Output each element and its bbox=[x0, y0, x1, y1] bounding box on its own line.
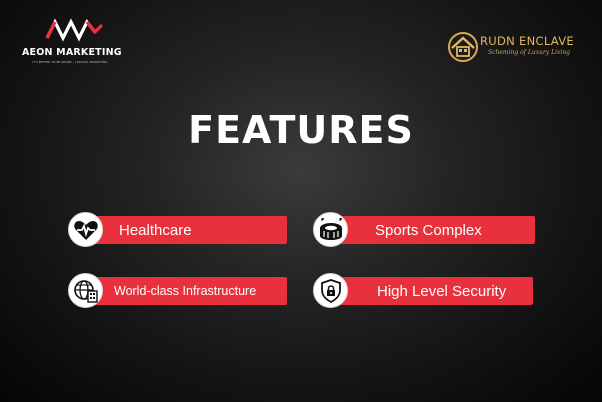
aeon-wave-logo-icon bbox=[45, 18, 103, 42]
feature-label: World-class Infrastructure bbox=[88, 277, 287, 305]
house-logo-icon bbox=[448, 32, 478, 62]
aeon-brand-name: AEON MARKETING bbox=[22, 47, 122, 58]
rudn-logo bbox=[446, 30, 480, 68]
feature-high-level-security: High Level Security bbox=[313, 273, 535, 308]
feature-label: Sports Complex bbox=[333, 216, 535, 244]
feature-world-class-infrastructure: World-class Infrastructure bbox=[68, 273, 290, 308]
page-title: FEATURES bbox=[188, 108, 414, 152]
rudn-brand-name: RUDN ENCLAVE bbox=[480, 34, 574, 48]
feature-sports-complex: Sports Complex bbox=[313, 212, 537, 247]
feature-healthcare: Healthcare bbox=[68, 212, 290, 247]
shield-lock-icon bbox=[313, 273, 348, 308]
heart-pulse-icon bbox=[68, 212, 103, 247]
aeon-tagline: IT'S BETTER TO BE SMART... | DIGITAL MAR… bbox=[32, 60, 108, 64]
stadium-icon bbox=[313, 212, 348, 247]
globe-buildings-icon bbox=[68, 273, 103, 308]
feature-label: Healthcare bbox=[88, 216, 287, 244]
rudn-tagline: Scheming of Luxury Living bbox=[488, 49, 571, 56]
aeon-logo bbox=[22, 14, 122, 44]
feature-label: High Level Security bbox=[333, 277, 533, 305]
